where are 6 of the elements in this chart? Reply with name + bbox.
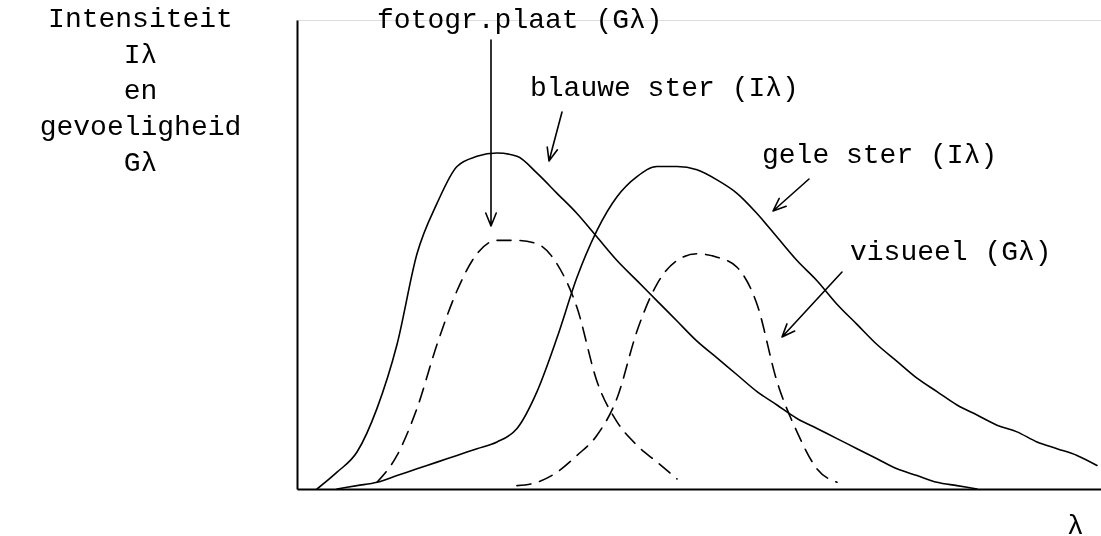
- x-axis-title: λ: [1067, 510, 1084, 536]
- y-axis-title: Intensiteit Iλ en gevoeligheid Gλ: [39, 3, 242, 179]
- series-label: gele ster (Iλ): [762, 140, 998, 171]
- text: visueel (Gλ): [850, 237, 1052, 268]
- text: fotogr.plaat (Gλ): [377, 5, 663, 36]
- series-label: blauwe ster (Iλ): [530, 73, 799, 104]
